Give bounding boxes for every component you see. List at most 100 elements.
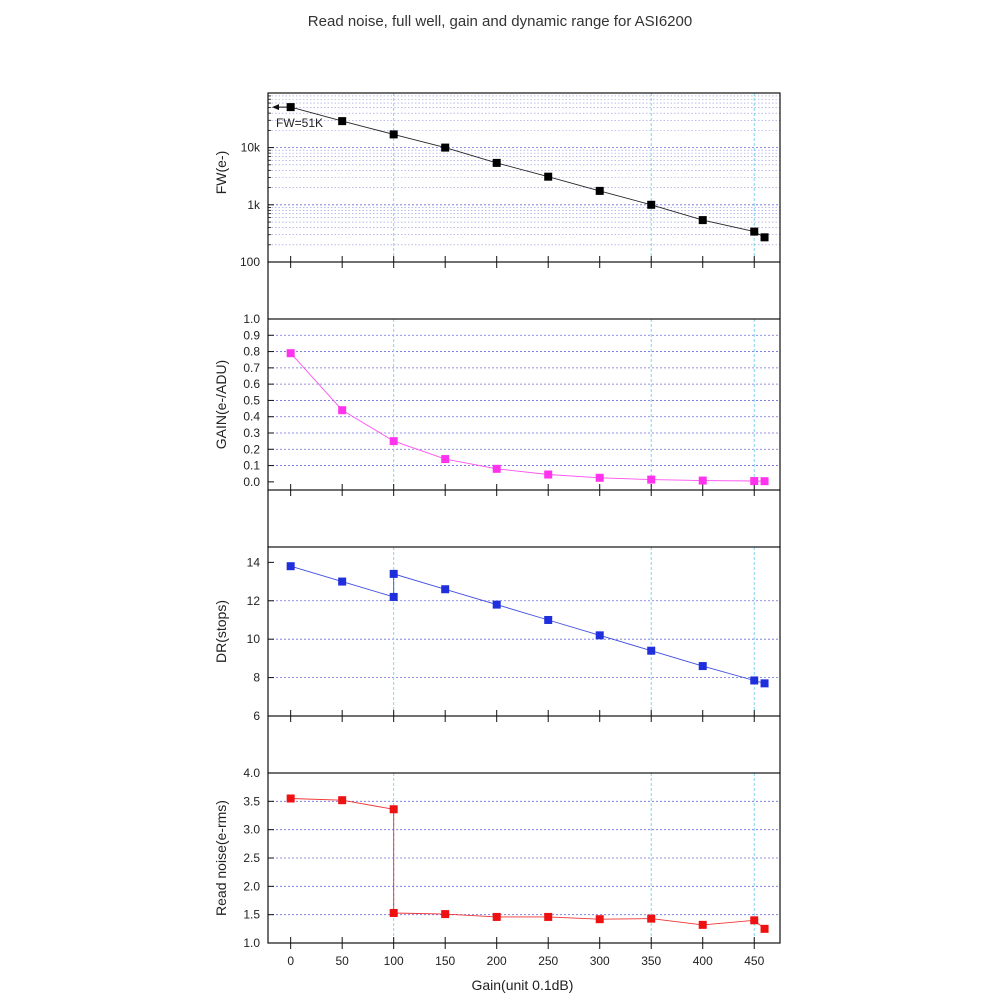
y-tick-label: 0.0 [243, 475, 260, 489]
data-point-rn [389, 908, 398, 917]
y-tick-label: 1.0 [243, 312, 260, 326]
data-point-dr [389, 569, 398, 578]
data-point-fw [760, 233, 769, 242]
data-point-fw [698, 216, 707, 225]
data-point-gain [647, 475, 656, 484]
y-tick-label: 0.1 [243, 459, 260, 473]
data-point-gain [492, 464, 501, 473]
data-point-fw [647, 200, 656, 209]
data-point-rn [389, 805, 398, 814]
x-tick-label: 400 [693, 954, 713, 968]
y-tick-label: 100 [240, 255, 260, 269]
data-point-rn [338, 796, 347, 805]
x-tick-label: 50 [335, 954, 349, 968]
y-tick-label: 0.5 [243, 393, 260, 407]
series-line-dr [290, 565, 765, 684]
y-tick-label: 6 [253, 709, 260, 723]
y-tick-label: 2.0 [243, 879, 260, 893]
data-layer [272, 103, 769, 933]
data-point-dr [338, 577, 347, 586]
data-point-dr [544, 615, 553, 624]
data-point-dr [760, 679, 769, 688]
y-tick-label: 0.6 [243, 377, 260, 391]
y-tick-label: 0.4 [243, 410, 260, 424]
data-point-gain [750, 477, 759, 486]
data-point-rn [441, 910, 450, 919]
y-tick-label: 8 [253, 671, 260, 685]
data-point-gain [441, 455, 450, 464]
data-point-gain [286, 349, 295, 358]
data-point-rn [492, 912, 501, 921]
data-point-fw [286, 103, 295, 112]
data-point-gain [698, 476, 707, 485]
y-tick-label: 10 [247, 632, 261, 646]
data-point-rn [647, 914, 656, 923]
data-point-gain [338, 406, 347, 415]
data-point-fw [492, 158, 501, 167]
x-tick-label: 150 [435, 954, 455, 968]
data-point-gain [760, 477, 769, 486]
y-tick-label: 12 [247, 594, 261, 608]
data-point-fw [750, 227, 759, 236]
data-point-fw [389, 130, 398, 139]
y-axis-label: DR(stops) [213, 600, 229, 663]
y-tick-label: 1.5 [243, 908, 260, 922]
data-point-dr [441, 585, 450, 594]
y-tick-label: 10k [241, 141, 261, 155]
panel-frame [267, 546, 781, 717]
data-point-fw [595, 186, 604, 195]
y-tick-label: 0.3 [243, 426, 260, 440]
y-tick-label: 0.9 [243, 328, 260, 342]
y-tick-label: 0.8 [243, 345, 260, 359]
data-point-rn [698, 920, 707, 929]
series-line-gain [290, 352, 765, 482]
y-tick-label: 2.5 [243, 851, 260, 865]
chart-title: Read noise, full well, gain and dynamic … [307, 13, 693, 30]
y-tick-label: 3.0 [243, 823, 260, 837]
data-point-rn [286, 794, 295, 803]
data-point-gain [389, 437, 398, 446]
x-tick-label: 450 [744, 954, 764, 968]
data-point-rn [544, 912, 553, 921]
data-point-dr [389, 592, 398, 601]
data-point-dr [286, 562, 295, 571]
y-tick-label: 14 [247, 555, 261, 569]
data-point-fw [544, 172, 553, 181]
y-axis-label: FW(e-) [213, 151, 229, 195]
y-tick-label: 0.7 [243, 361, 260, 375]
data-point-dr [492, 600, 501, 609]
label-layer: 1001k10kFW(e-)FW=51K0.00.10.20.30.40.50.… [213, 116, 765, 993]
x-tick-label: 100 [384, 954, 404, 968]
y-tick-label: 1k [247, 198, 261, 212]
data-point-dr [698, 662, 707, 671]
data-point-dr [647, 646, 656, 655]
y-tick-label: 0.2 [243, 442, 260, 456]
data-point-rn [760, 924, 769, 933]
y-axis-label: Read noise(e-rms) [213, 800, 229, 916]
y-tick-label: 3.5 [243, 794, 260, 808]
data-point-fw [338, 117, 347, 126]
x-tick-label: 200 [487, 954, 507, 968]
data-point-gain [544, 470, 553, 479]
frame-layer [267, 92, 781, 949]
data-point-fw [441, 143, 450, 152]
y-tick-label: 4.0 [243, 766, 260, 780]
data-point-dr [750, 676, 759, 685]
data-point-rn [750, 916, 759, 925]
series-line-rn [290, 798, 765, 930]
panel-frame [267, 318, 781, 491]
data-point-rn [595, 915, 604, 924]
x-tick-label: 350 [641, 954, 661, 968]
x-tick-label: 250 [538, 954, 558, 968]
grid-layer [268, 92, 780, 943]
x-axis-label: Gain(unit 0.1dB) [471, 977, 573, 993]
x-tick-label: 0 [287, 954, 294, 968]
data-point-gain [595, 473, 604, 482]
annotation-arrowhead [272, 104, 279, 111]
y-axis-label: GAIN(e-/ADU) [213, 360, 229, 449]
y-tick-label: 1.0 [243, 936, 260, 950]
x-tick-label: 300 [590, 954, 610, 968]
data-point-dr [595, 631, 604, 640]
annotation-label: FW=51K [276, 116, 323, 130]
